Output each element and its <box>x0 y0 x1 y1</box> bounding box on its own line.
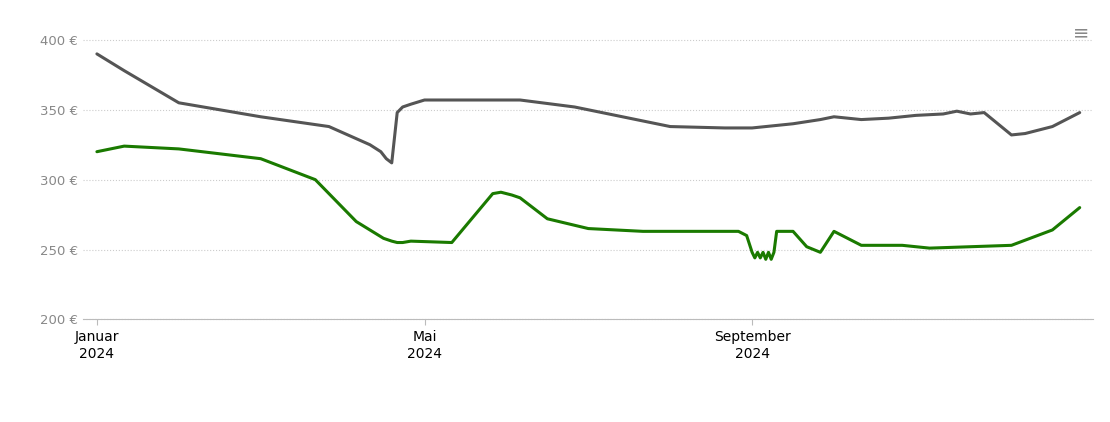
Text: ≡: ≡ <box>1072 23 1089 42</box>
